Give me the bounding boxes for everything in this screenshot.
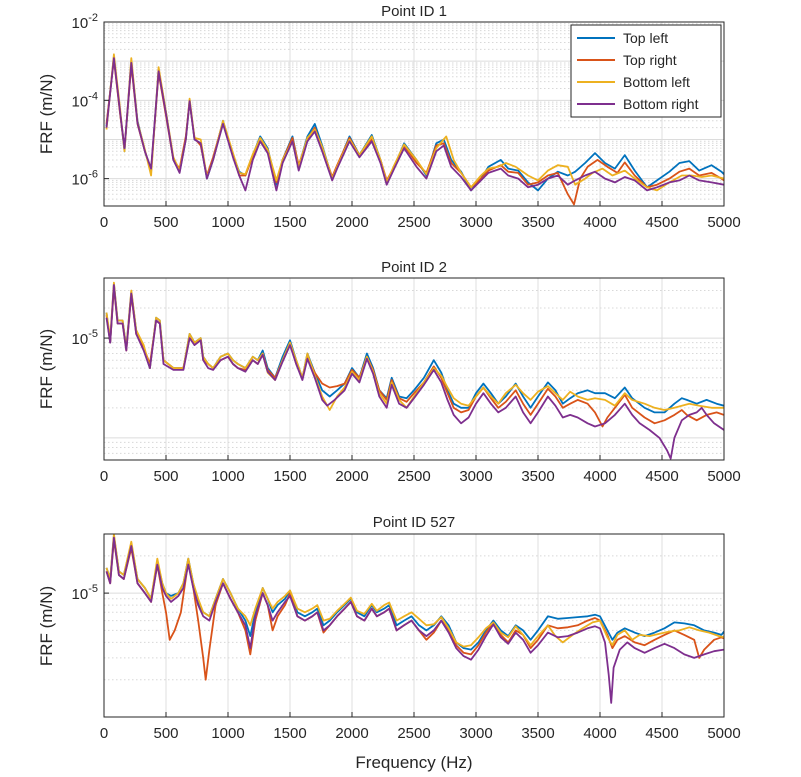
y-tick-label: 10-6	[72, 169, 98, 189]
x-tick-label: 0	[100, 214, 108, 231]
series-line-top-right	[105, 286, 724, 428]
x-tick-label: 5000	[707, 725, 740, 742]
x-tick-label: 1500	[273, 214, 306, 231]
x-tick-label: 500	[153, 725, 178, 742]
y-axis-label: FRF (m/N)	[37, 329, 56, 409]
x-tick-label: 1000	[211, 725, 244, 742]
x-tick-label: 4500	[645, 214, 678, 231]
series-line-bottom-right	[105, 57, 724, 192]
x-tick-label: 5000	[707, 468, 740, 485]
x-tick-label: 5000	[707, 214, 740, 231]
x-tick-label: 2000	[335, 468, 368, 485]
y-tick-label: 10-4	[72, 90, 98, 110]
y-tick-label: 10-5	[72, 583, 98, 603]
series-line-bottom-left	[105, 534, 724, 648]
series-line-top-right	[105, 538, 724, 681]
x-tick-label: 500	[153, 468, 178, 485]
x-tick-label: 4500	[645, 468, 678, 485]
x-tick-label: 2500	[397, 214, 430, 231]
chart-panel-point-id-1: Point ID 1 FRF (m/N) 0 500 1000 1500 2000 250…	[37, 3, 741, 231]
x-axis-label: Frequency (Hz)	[355, 753, 472, 772]
legend-label: Top right	[623, 52, 677, 68]
legend-label: Bottom right	[623, 96, 699, 112]
x-tick-label: 1000	[211, 468, 244, 485]
y-axis-label: FRF (m/N)	[37, 586, 56, 666]
legend-box	[570, 24, 722, 118]
legend-label: Bottom left	[623, 74, 690, 90]
chart-title: Point ID 2	[381, 259, 447, 276]
series-line-bottom-right	[105, 284, 724, 460]
x-tick-label: 2500	[397, 725, 430, 742]
chart-panel-point-id-2: Point ID 2 FRF (m/N) 0 500 1000 1500 2000 250…	[37, 259, 741, 485]
y-tick-label: 10-2	[72, 12, 98, 32]
x-tick-label: 3500	[521, 468, 554, 485]
series-line-bottom-right	[105, 536, 724, 704]
x-tick-label: 500	[153, 214, 178, 231]
x-tick-label: 2500	[397, 468, 430, 485]
x-tick-label: 3000	[459, 468, 492, 485]
x-tick-label: 3000	[459, 214, 492, 231]
x-tick-label: 2000	[335, 725, 368, 742]
x-tick-label: 1500	[273, 468, 306, 485]
x-tick-label: 1500	[273, 725, 306, 742]
x-tick-label: 2000	[335, 214, 368, 231]
x-tick-label: 3000	[459, 725, 492, 742]
x-tick-label: 4500	[645, 725, 678, 742]
y-tick-label: 10-5	[72, 328, 98, 348]
chart-panel-point-id-527: Point ID 527 FRF (m/N) 0 500 1000 1500 2000 2…	[37, 514, 741, 772]
x-tick-label: 4000	[583, 725, 616, 742]
x-tick-label: 3500	[521, 725, 554, 742]
x-tick-label: 0	[100, 725, 108, 742]
y-axis-label: FRF (m/N)	[37, 74, 56, 154]
legend-label: Top left	[623, 30, 668, 46]
x-tick-label: 4000	[583, 468, 616, 485]
x-tick-label: 0	[100, 468, 108, 485]
x-tick-label: 1000	[211, 214, 244, 231]
x-tick-label: 3500	[521, 214, 554, 231]
x-tick-label: 4000	[583, 214, 616, 231]
chart-title: Point ID 527	[373, 514, 456, 531]
chart-title: Point ID 1	[381, 3, 447, 20]
